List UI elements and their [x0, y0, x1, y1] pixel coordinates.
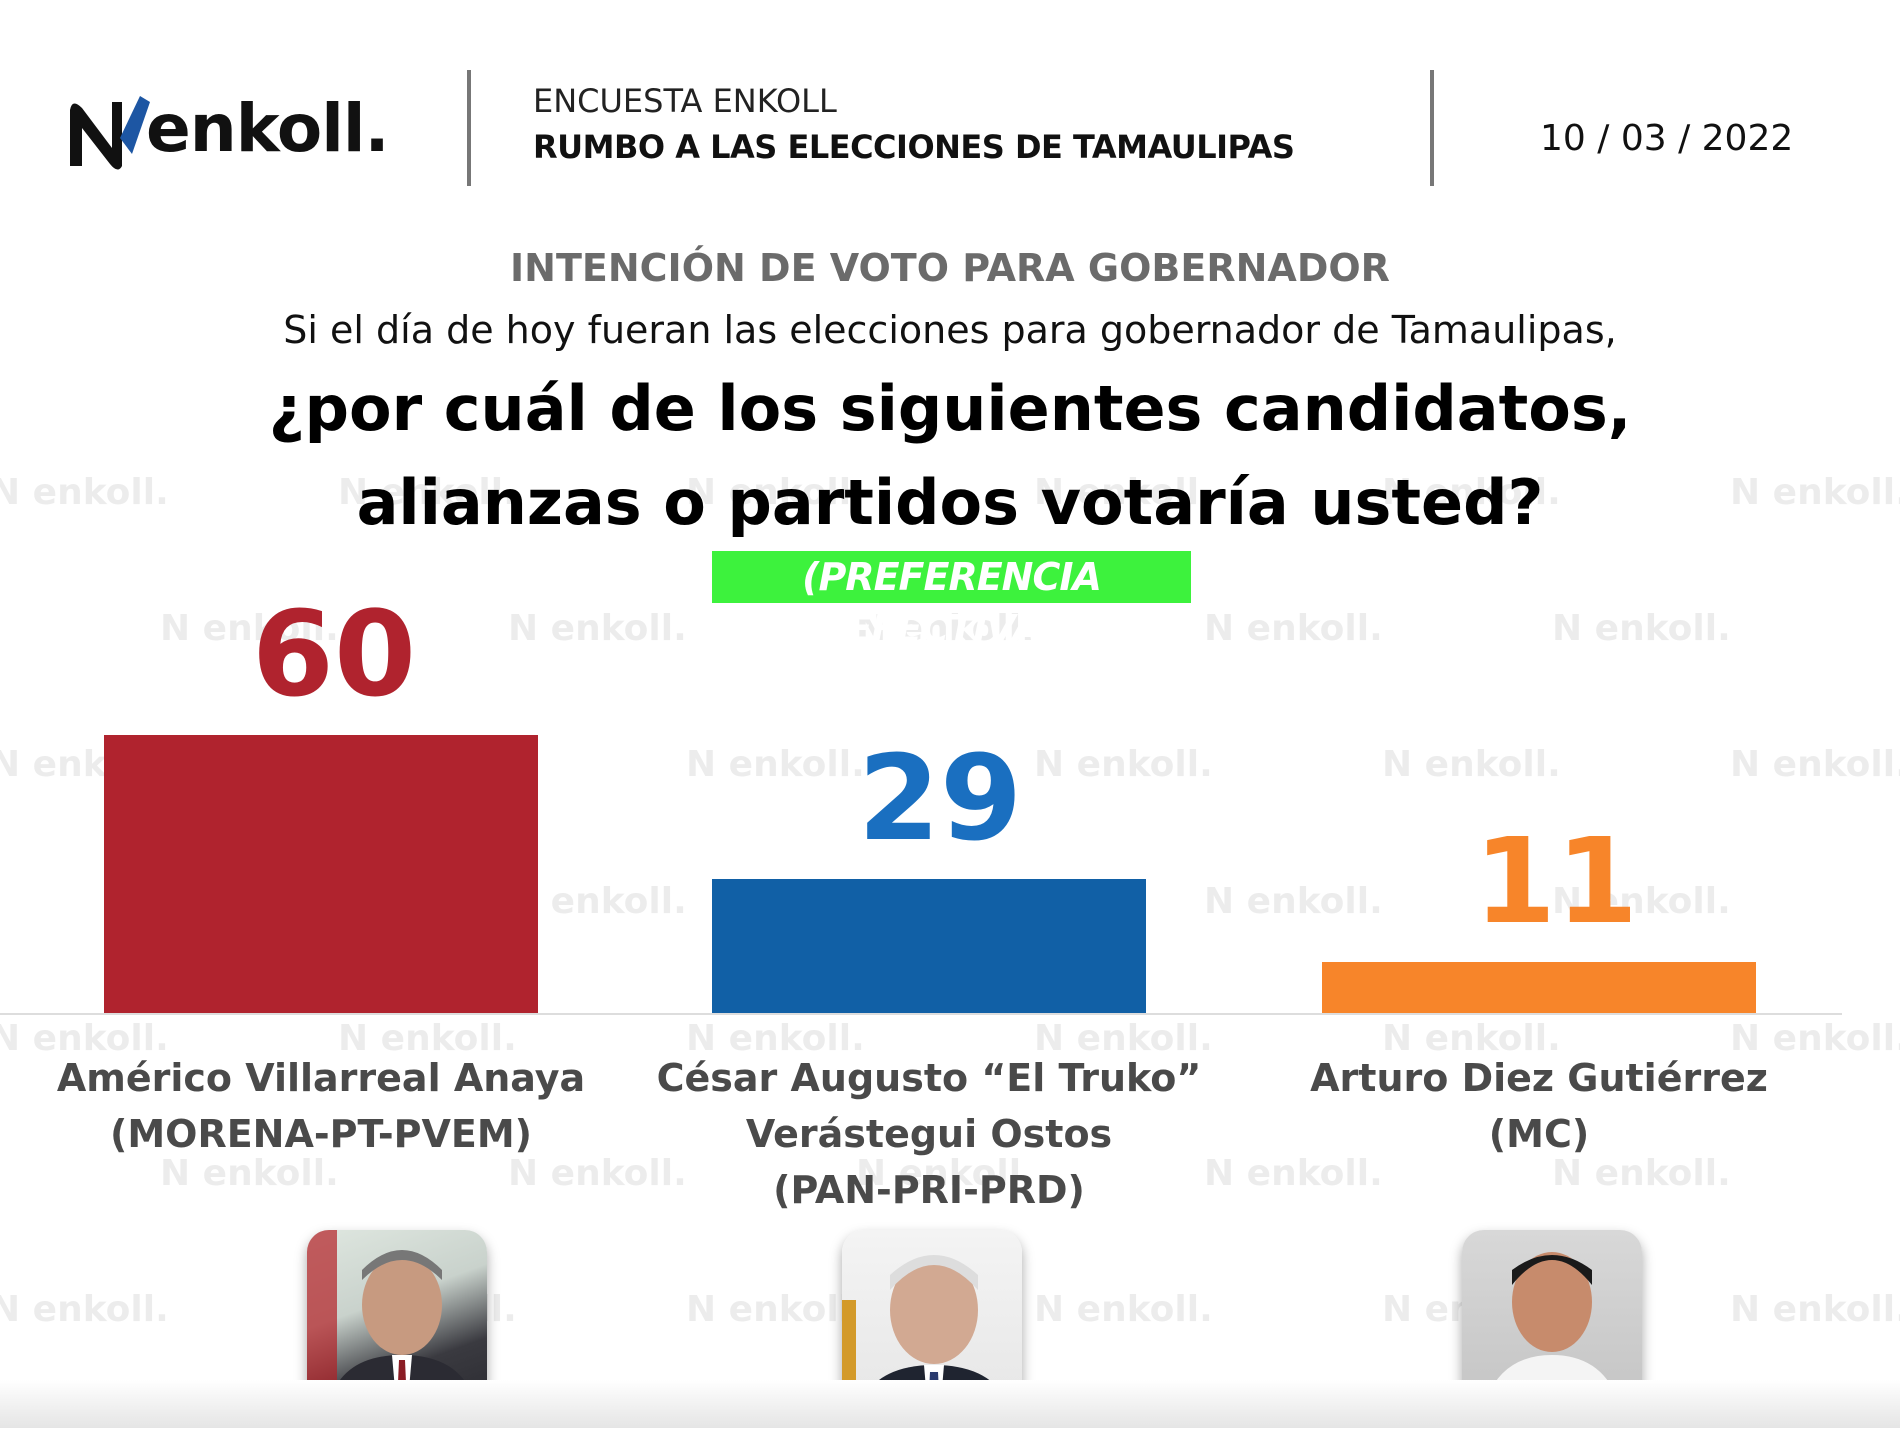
enkoll-mark-icon [70, 96, 150, 170]
bar-value-label: 60 [251, 585, 417, 723]
survey-date: 10 / 03 / 2022 [1540, 118, 1794, 159]
bar-value-label: 29 [857, 728, 1023, 867]
logo-wordmark: enkoll. [146, 90, 390, 167]
section-title: INTENCIÓN DE VOTO PARA GOBERNADOR [510, 246, 1390, 290]
bottom-strip [0, 1428, 1900, 1440]
enkoll-logo: enkoll. [64, 88, 390, 174]
bar-2 [1322, 962, 1756, 1013]
header-divider [467, 70, 471, 186]
survey-title: RUMBO A LAS ELECCIONES DE TAMAULIPAS [533, 128, 1295, 166]
candidate-name: Arturo Diez Gutiérrez (MC) [1262, 1050, 1816, 1162]
survey-label: ENCUESTA ENKOLL [533, 82, 837, 120]
effective-preference-badge: (PREFERENCIA EFECTIVA) [712, 551, 1191, 651]
candidate-name: César Augusto “El Truko” Verástegui Ostos… [652, 1050, 1206, 1218]
candidate-name-line: Verástegui Ostos [745, 1112, 1113, 1156]
bar-1 [712, 878, 1146, 1013]
header-divider [1430, 70, 1434, 186]
bar-value-label: 11 [1473, 812, 1639, 951]
chart-baseline [0, 1013, 1842, 1015]
candidate-name: Américo Villarreal Anaya (MORENA-PT-PVEM) [44, 1050, 598, 1162]
question-main-line2: alianzas o partidos votaría usted? [356, 466, 1544, 539]
candidate-name-line: (PAN-PRI-PRD) [773, 1168, 1085, 1212]
bottom-shadow-band [0, 1380, 1900, 1430]
candidate-name-line: (MORENA-PT-PVEM) [109, 1112, 533, 1156]
question-intro: Si el día de hoy fueran las elecciones p… [283, 308, 1617, 352]
question-main-line1: ¿por cuál de los siguientes candidatos, [268, 372, 1632, 445]
candidate-name-line: César Augusto “El Truko” [656, 1056, 1202, 1100]
candidate-name-line: Arturo Diez Gutiérrez (MC) [1310, 1056, 1768, 1156]
candidate-name-line: Américo Villarreal Anaya [56, 1056, 586, 1100]
bar-0 [104, 735, 538, 1013]
